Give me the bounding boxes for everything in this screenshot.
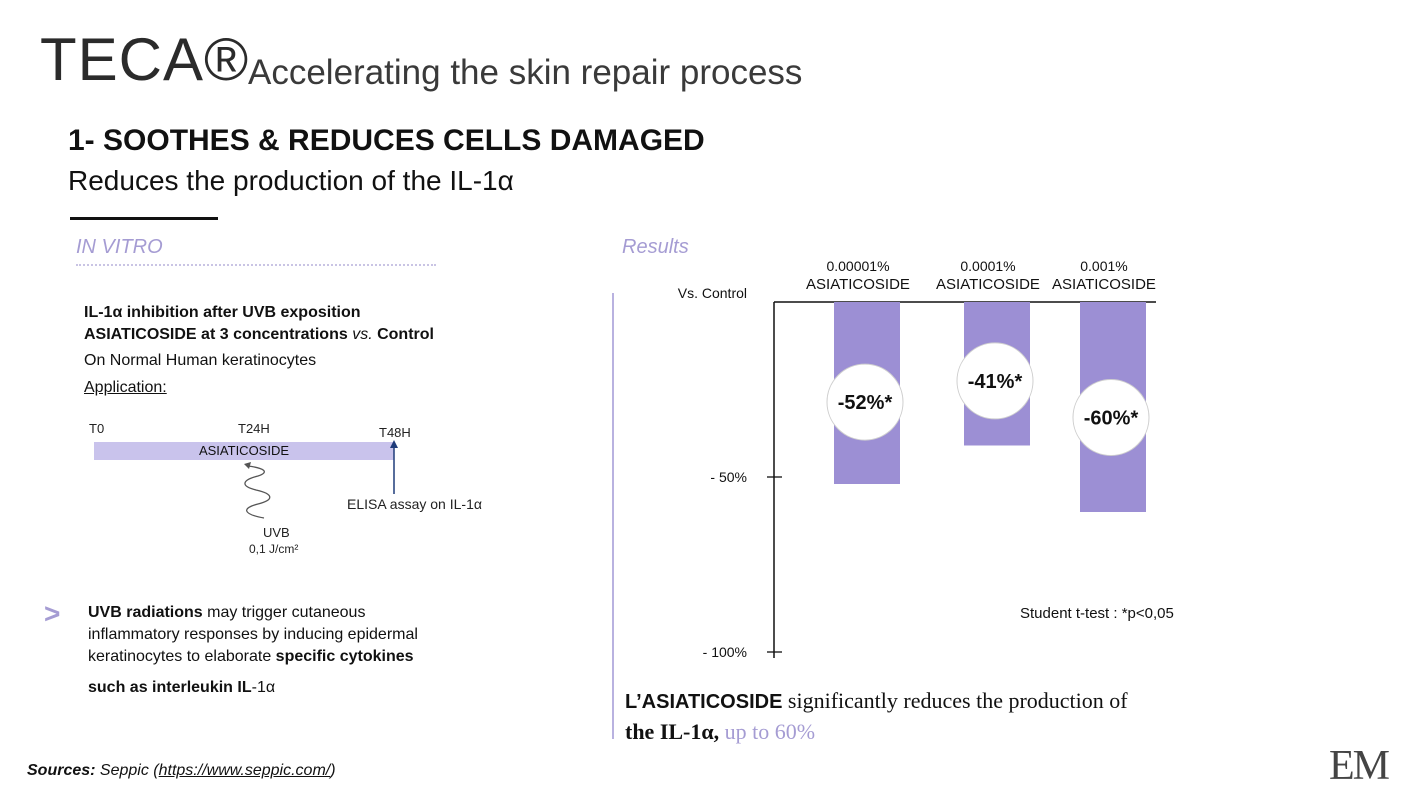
- conclusion-rest: significantly reduces the production of: [782, 688, 1128, 713]
- note-bold-1: UVB radiations: [88, 604, 203, 621]
- data-label: -41%*: [968, 371, 1023, 393]
- results-chart: Vs. Control - 50% - 100% 0.00001% ASIATICOSI…: [678, 258, 1174, 660]
- section-title: 1- SOOTHES & REDUCES CELLS DAMAGED: [68, 124, 705, 157]
- sources-text-b: ): [330, 762, 336, 779]
- timeline-arrow-icon: [390, 440, 398, 494]
- value-circle: [1072, 379, 1150, 456]
- timeline-bar-label: ASIATICOSIDE: [198, 443, 290, 458]
- dotted-divider: [76, 264, 436, 266]
- timeline-uvb-dose: 0,1 J/cm²: [249, 542, 299, 556]
- study-line-2a: ASIATICOSIDE at 3 concentrations: [84, 326, 353, 343]
- timeline-bar: [94, 442, 394, 460]
- category-label: ASIATICOSIDE: [806, 276, 910, 293]
- timeline-t0: T0: [89, 421, 105, 436]
- category-label: 0.001%: [1080, 258, 1127, 274]
- sources-line: Sources: Seppic (https://www.seppic.com/…: [27, 762, 336, 780]
- uvb-wave-icon: [244, 462, 271, 519]
- note-line-4: such as interleukin IL-1α: [88, 680, 275, 696]
- category-label: 0.00001%: [826, 258, 889, 274]
- conclusion-target: the IL-1α,: [625, 719, 720, 744]
- results-label: Results: [622, 236, 689, 258]
- value-circle: [826, 363, 904, 441]
- sources-text-a: Seppic (: [95, 762, 159, 779]
- study-line-3: On Normal Human keratinocytes: [84, 352, 317, 369]
- timeline-t48: T48H: [379, 425, 411, 440]
- vertical-divider: [612, 293, 614, 739]
- timeline-uvb: UVB: [263, 525, 290, 540]
- page-headline: Accelerating the skin repair process: [248, 53, 803, 92]
- note-rest-1: may trigger cutaneous: [202, 604, 366, 621]
- conclusion-subject: L’ASIATICOSIDE: [625, 691, 783, 713]
- sources-link[interactable]: https://www.seppic.com/: [158, 762, 331, 779]
- in-vitro-label: IN VITRO: [76, 236, 163, 258]
- note-line-1: UVB radiations may trigger cutaneous: [88, 605, 365, 621]
- title-underline: [70, 217, 218, 220]
- significance-note: Student t-test : *p<0,05: [1020, 605, 1174, 622]
- y-tick-label: - 100%: [703, 644, 747, 660]
- data-label: -60%*: [1084, 408, 1139, 430]
- value-circle: [956, 342, 1034, 420]
- data-label: -52%*: [838, 392, 893, 414]
- note-line-3: keratinocytes to elaborate specific cyto…: [88, 649, 414, 665]
- y-tick-label: Vs. Control: [678, 285, 747, 301]
- study-line-2c: Control: [372, 326, 434, 343]
- study-line-2: ASIATICOSIDE at 3 concentrations vs. Con…: [84, 327, 434, 343]
- category-label: ASIATICOSIDE: [936, 276, 1040, 293]
- category-label: ASIATICOSIDE: [1052, 276, 1156, 293]
- study-line-1: IL-1α inhibition after UVB exposition: [84, 304, 361, 321]
- sources-lead: Sources:: [27, 762, 96, 779]
- brand-title: TECA®: [40, 26, 250, 93]
- note-rest-4: -1α: [251, 679, 276, 696]
- note-rest-3: keratinocytes to elaborate: [88, 648, 276, 665]
- conclusion-text: L’ASIATICOSIDE significantly reduces the…: [625, 686, 1245, 747]
- note-line-2: inflammatory responses by inducing epide…: [88, 626, 418, 643]
- timeline-t24: T24H: [238, 421, 270, 436]
- note-bold-3: specific cytokines: [275, 648, 414, 665]
- section-subtitle: Reduces the production of the IL-1α: [68, 165, 514, 196]
- study-line-2b: vs.: [352, 326, 373, 343]
- study-line-4: Application:: [84, 379, 167, 396]
- chevron-right-icon: >: [44, 598, 61, 629]
- note-bold-4: such as interleukin IL: [88, 679, 252, 696]
- category-label: 0.0001%: [960, 258, 1015, 274]
- timeline-assay: ELISA assay on IL-1α: [347, 496, 482, 512]
- em-logo: EM: [1329, 743, 1390, 789]
- y-tick-label: - 50%: [710, 469, 747, 485]
- conclusion-accent: up to 60%: [719, 719, 816, 744]
